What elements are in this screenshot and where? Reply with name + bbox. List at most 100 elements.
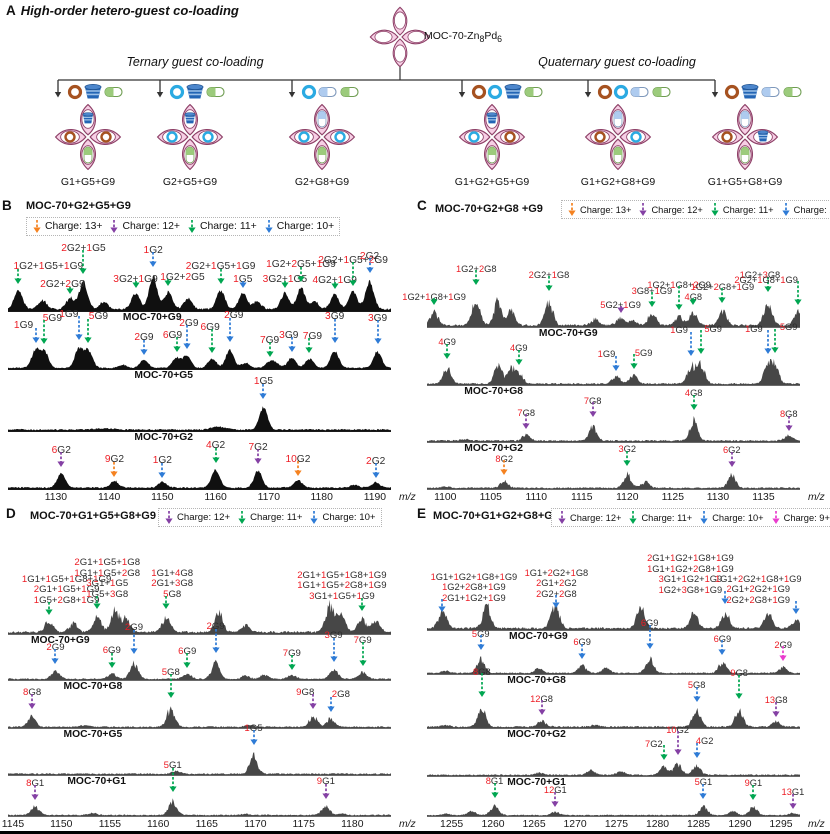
axis-tick-label: 1270 <box>563 819 587 830</box>
charge-arrow-icon <box>149 252 157 268</box>
mass-spectrum-plot <box>427 464 800 490</box>
ring-cyan-icon <box>298 131 310 143</box>
peak-label: 9G1 <box>744 778 763 789</box>
peak-label: 2G9 <box>206 621 225 633</box>
peak-label: 8G8 <box>23 686 42 698</box>
panel-title: MOC-70+G1+G2+G8+G9 <box>433 510 559 522</box>
peak-label: 7G9 <box>302 330 323 342</box>
peak-label-line: 1G2+2G8+1G9 <box>442 582 506 592</box>
charge-arrow-icon <box>349 262 357 286</box>
peak-label-line: 2G1+2G2 <box>536 578 577 588</box>
figure-bottom-edge <box>0 831 830 834</box>
spectra-area: 1G1+1G5+1G8+1G9 2G1+1G5+1G9 1G5+2G8+1G9 2G1… <box>2 539 416 830</box>
mz-axis: 1100 1105 1110 1115 1120 1125 1130 1135 m/z <box>427 490 825 505</box>
spectrum-row: MOC-70+G8 7G8 7G8 4G8 8G8 <box>427 386 800 443</box>
charge-arrow-icon <box>612 355 621 371</box>
charge-arrow-icon <box>478 673 486 697</box>
spectrum-name: MOC-70+G8 <box>63 681 123 692</box>
legend-label: Charge: 12+ <box>570 512 622 523</box>
spectrum-row: 1G2+1G8+1G9 1G2+2G8 2G2+1G8 5G2+1G9 3G8+1G9 1… <box>402 236 802 328</box>
pill-blue-icon <box>317 110 327 128</box>
charge-arrow-icon <box>310 511 319 524</box>
axis-tick-label: 1150 <box>151 492 174 503</box>
peak-label: 6G9 <box>162 329 183 341</box>
peak-label-line: 1G5+3G8 <box>86 588 129 600</box>
charge-arrow-icon <box>31 785 39 800</box>
charge-arrow-icon <box>359 642 367 667</box>
cup-blue-icon <box>504 84 522 99</box>
charge-arrow-icon <box>331 282 339 290</box>
charge-arrow-icon <box>226 317 234 342</box>
charge-arrow-icon <box>693 686 701 702</box>
charge-arrow-icon <box>782 203 790 216</box>
charge-arrow-icon <box>183 325 191 350</box>
legend-label: Charge: 12+ <box>651 204 703 215</box>
pill-blue-icon <box>613 110 623 128</box>
peak-label: 5G8 <box>161 666 180 678</box>
ring-cyan-icon <box>334 131 346 143</box>
ring-brown-icon <box>471 84 487 100</box>
charge-arrow-icon <box>728 451 736 467</box>
charge-arrow-icon <box>789 793 797 809</box>
spectrum-name: MOC-70+G9 <box>30 635 90 646</box>
charge-arrow-icon <box>79 250 88 275</box>
peak-label: 2G9 <box>134 332 154 344</box>
peak-label: 9G8 <box>730 668 748 678</box>
charge-arrow-icon <box>718 288 727 303</box>
peak-label: 1G9 <box>13 320 34 332</box>
spectrum-row: MOC-70+G2 6G2 9G2 1G2 4G2 7G2 10G2 2G2 <box>8 432 391 490</box>
peak-label: 3G9 <box>325 311 345 323</box>
peak-label: 2G2 <box>366 455 386 467</box>
peak-label: 1G5 <box>244 722 263 734</box>
peak-label: 3G9 <box>279 329 299 341</box>
moc-cage <box>584 103 652 171</box>
spectrum-name: MOC-70+G2 <box>134 432 194 443</box>
legend-item: Charge: 9+ <box>771 511 830 524</box>
spectrum-row: MOC-70+G9 2G9 6G9 2G9 6G9 2G9 7G9 3G9 7G9 <box>8 621 391 681</box>
peak-label-line: 2G2+2G8 <box>536 588 577 599</box>
charge-arrow-icon <box>472 270 480 285</box>
pill-green-icon <box>104 86 123 98</box>
spectrum-row: MOC-70+G2 8G2 3G2 6G2 <box>427 443 800 490</box>
pill-green-icon <box>185 146 195 164</box>
peak-label: 1G2+1G8+1G9 <box>402 291 466 302</box>
peak-label: 1G2+2G5 <box>160 271 205 283</box>
charge-arrow-icon <box>309 694 317 710</box>
panel-title: MOC-70+G2+G8 +G9 <box>435 203 543 215</box>
ring-brown-icon <box>100 131 112 143</box>
charge-arrow-icon <box>515 349 523 365</box>
axis-tick-label: 1100 <box>434 492 457 503</box>
panel-c-spectra: C MOC-70+G2+G8 +G9 Charge: 13+ Charge: 12+ C… <box>402 198 830 505</box>
branch-arrowhead-icon <box>458 92 466 98</box>
legend-item: Charge: 12+ <box>164 511 230 524</box>
peak-label: 12G1 <box>543 785 567 795</box>
charge-arrow-icon <box>331 318 339 343</box>
charge-arrow-icon <box>239 281 247 289</box>
charge-legend: Charge: 13+ Charge: 12+ Charge: 11+ Charge:… <box>561 200 830 219</box>
peak-label: 1G2+2G5+1G9 <box>266 259 336 271</box>
spectrum-name: MOC-70+G5 <box>63 729 123 740</box>
peak-label: 1G5 <box>253 376 274 387</box>
peak-label: 4G2 <box>205 440 226 451</box>
spectrum-name: MOC-70+G9 <box>538 328 598 339</box>
spectrum-row: MOC-70+G1 8G1 12G1 5G1 9G1 13G1 <box>427 776 804 817</box>
charge-legend: Charge: 12+ Charge: 11+ Charge: 10+ Charge:… <box>551 508 830 527</box>
peak-label: 6G9 <box>640 618 659 629</box>
peak-label: 5G1 <box>163 760 182 772</box>
peak-label: 1G2 <box>143 244 163 256</box>
branch-arrowhead-icon <box>54 92 62 98</box>
moc-cage <box>288 103 356 171</box>
cup-blue-icon <box>486 112 498 124</box>
axis-unit-label: m/z <box>399 492 416 503</box>
peak-label-line: 1G1+1G2+1G8+1G9 <box>430 571 518 582</box>
peak-label: 6G9 <box>178 645 197 657</box>
axis-tick-label: 1255 <box>440 819 464 830</box>
charge-arrow-icon <box>322 783 330 799</box>
peak-label: 2G1+1G5+1G8+1G9 1G1+1G5+2G8+1G9 3G1+1G5+1G… <box>297 570 386 603</box>
panel-header: D MOC-70+G1+G5+G8+G9 Charge: 12+ Charge: 11… <box>0 505 415 539</box>
legend-item: Charge: 11+ <box>628 511 692 524</box>
charge-arrow-icon <box>687 331 695 356</box>
charge-arrow-icon <box>721 591 729 604</box>
spectrum-name: MOC-70+G5 <box>134 370 194 381</box>
axis-tick-label: 1170 <box>244 819 267 830</box>
